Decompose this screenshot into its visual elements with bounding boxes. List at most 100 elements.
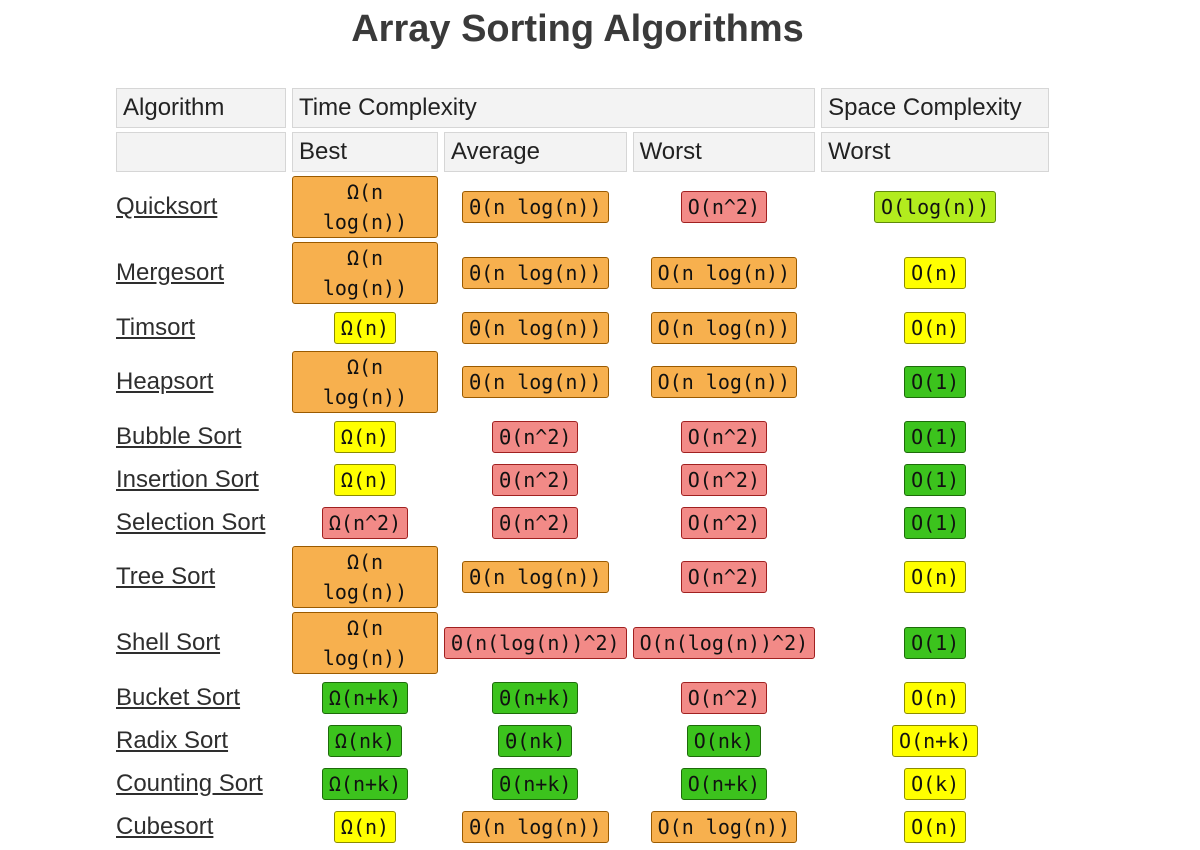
algorithm-cell: Shell Sort	[116, 612, 286, 674]
best-complexity-badge: Ω(n+k)	[321, 681, 409, 714]
average-complexity-badge: Θ(n+k)	[492, 767, 579, 800]
algorithm-link[interactable]: Radix Sort	[116, 726, 229, 754]
algorithm-link[interactable]: Insertion Sort	[116, 465, 259, 493]
space-complexity-badge: O(n)	[904, 257, 967, 289]
average-complexity-badge: Θ(n log(n))	[462, 366, 609, 398]
algorithm-cell: Quicksort	[116, 176, 286, 238]
average-cell: Θ(n+k)	[444, 764, 627, 803]
algorithm-link[interactable]: Quicksort	[116, 193, 218, 220]
worst-cell: O(n log(n))	[633, 308, 816, 347]
best-cell: Ω(n log(n))	[292, 612, 438, 674]
space-complexity-badge: O(n)	[904, 810, 967, 843]
algorithm-cell: Heapsort	[116, 351, 286, 413]
algorithm-link[interactable]: Counting Sort	[116, 769, 263, 797]
best-cell: Ω(n)	[292, 417, 438, 456]
average-complexity-badge: Θ(n log(n))	[462, 191, 609, 223]
table-row: Counting Sort Ω(n+k) Θ(n+k) O(n+k) O(k)	[116, 764, 1049, 803]
worst-cell: O(n^2)	[633, 503, 816, 542]
worst-cell: O(n^2)	[633, 417, 816, 456]
average-cell: Θ(n^2)	[444, 460, 627, 499]
average-cell: Θ(n log(n))	[444, 546, 627, 608]
space-complexity-badge: O(log(n))	[873, 191, 997, 223]
page-title: Array Sorting Algorithms	[351, 8, 804, 50]
algorithm-cell: Bubble Sort	[116, 417, 286, 456]
worst-cell: O(n log(n))	[633, 807, 816, 846]
worst-cell: O(n+k)	[633, 764, 816, 803]
average-cell: Θ(n log(n))	[444, 351, 627, 413]
best-complexity-badge: Ω(n log(n))	[292, 176, 438, 238]
header-empty	[116, 132, 286, 172]
best-complexity-badge: Ω(n+k)	[321, 767, 409, 800]
algorithm-link[interactable]: Selection Sort	[116, 508, 266, 536]
worst-complexity-badge: O(n^2)	[680, 681, 767, 714]
header-best: Best	[292, 132, 438, 172]
best-complexity-badge: Ω(n log(n))	[292, 546, 438, 608]
algorithm-link[interactable]: Tree Sort	[116, 563, 216, 590]
best-complexity-badge: Ω(nk)	[327, 724, 403, 757]
algorithm-link[interactable]: Heapsort	[116, 368, 214, 395]
worst-complexity-badge: O(n log(n))	[650, 366, 798, 398]
header-space-worst: Worst	[821, 132, 1050, 172]
table-body: Quicksort Ω(n log(n)) Θ(n log(n)) O(n^2) O(l…	[116, 176, 1049, 846]
algorithm-link[interactable]: Bubble Sort	[116, 422, 242, 450]
space-cell: O(n+k)	[821, 721, 1049, 760]
table-row: Selection Sort Ω(n^2) Θ(n^2) O(n^2) O(1)	[116, 503, 1049, 542]
algorithm-link[interactable]: Timsort	[116, 313, 196, 341]
average-cell: Θ(n log(n))	[444, 807, 627, 846]
table-row: Shell Sort Ω(n log(n)) Θ(n(log(n))^2) O(n(l…	[116, 612, 1049, 674]
space-cell: O(1)	[821, 612, 1049, 674]
best-cell: Ω(n)	[292, 308, 438, 347]
worst-complexity-badge: O(n^2)	[680, 191, 767, 223]
worst-cell: O(n^2)	[633, 460, 816, 499]
worst-complexity-badge: O(n(log(n))^2)	[632, 627, 816, 659]
worst-cell: O(n(log(n))^2)	[632, 612, 816, 674]
average-cell: Θ(n^2)	[444, 417, 627, 456]
space-complexity-badge: O(n)	[904, 681, 967, 714]
space-cell: O(n)	[821, 546, 1049, 608]
space-complexity-badge: O(1)	[904, 420, 967, 453]
algorithm-cell: Bucket Sort	[116, 678, 286, 717]
table-row: Insertion Sort Ω(n) Θ(n^2) O(n^2) O(1)	[116, 460, 1049, 499]
algorithm-link[interactable]: Bucket Sort	[116, 683, 241, 711]
worst-cell: O(nk)	[633, 721, 816, 760]
average-cell: Θ(n log(n))	[444, 308, 627, 347]
worst-cell: O(n log(n))	[633, 351, 816, 413]
space-complexity-badge: O(n+k)	[892, 724, 979, 757]
average-complexity-badge: Θ(n log(n))	[462, 561, 609, 593]
header-space-complexity: Space Complexity	[821, 88, 1050, 128]
space-complexity-badge: O(n)	[904, 311, 967, 344]
table-row: Cubesort Ω(n) Θ(n log(n)) O(n log(n)) O(n)	[116, 807, 1049, 846]
space-complexity-badge: O(1)	[904, 506, 967, 539]
worst-complexity-badge: O(n^2)	[680, 420, 767, 453]
average-complexity-badge: Θ(n+k)	[492, 681, 579, 714]
worst-cell: O(n^2)	[633, 176, 816, 238]
worst-complexity-badge: O(nk)	[686, 724, 761, 757]
table-row: Mergesort Ω(n log(n)) Θ(n log(n)) O(n log(n…	[116, 242, 1049, 304]
worst-complexity-badge: O(n+k)	[680, 767, 767, 800]
best-cell: Ω(n log(n))	[292, 351, 438, 413]
space-cell: O(1)	[821, 417, 1049, 456]
best-cell: Ω(n^2)	[292, 503, 438, 542]
best-cell: Ω(n)	[292, 807, 438, 846]
algorithm-link[interactable]: Shell Sort	[116, 629, 221, 656]
algorithm-link[interactable]: Cubesort	[116, 812, 214, 840]
algorithm-cell: Insertion Sort	[116, 460, 286, 499]
average-cell: Θ(n log(n))	[444, 242, 627, 304]
table-row: Timsort Ω(n) Θ(n log(n)) O(n log(n)) O(n)	[116, 308, 1049, 347]
space-cell: O(n)	[821, 678, 1049, 717]
algorithm-link[interactable]: Mergesort	[116, 259, 225, 286]
space-cell: O(1)	[821, 351, 1049, 413]
best-cell: Ω(n)	[292, 460, 438, 499]
best-complexity-badge: Ω(n^2)	[321, 506, 409, 539]
algorithm-cell: Tree Sort	[116, 546, 286, 608]
best-cell: Ω(n log(n))	[292, 546, 438, 608]
space-cell: O(k)	[821, 764, 1049, 803]
worst-cell: O(n^2)	[633, 678, 816, 717]
space-complexity-badge: O(1)	[904, 366, 967, 398]
space-complexity-badge: O(n)	[904, 561, 967, 593]
average-cell: Θ(n^2)	[444, 503, 627, 542]
header-average: Average	[444, 132, 627, 172]
average-complexity-badge: Θ(n log(n))	[462, 311, 609, 344]
best-complexity-badge: Ω(n)	[333, 311, 397, 344]
space-cell: O(n)	[821, 308, 1049, 347]
